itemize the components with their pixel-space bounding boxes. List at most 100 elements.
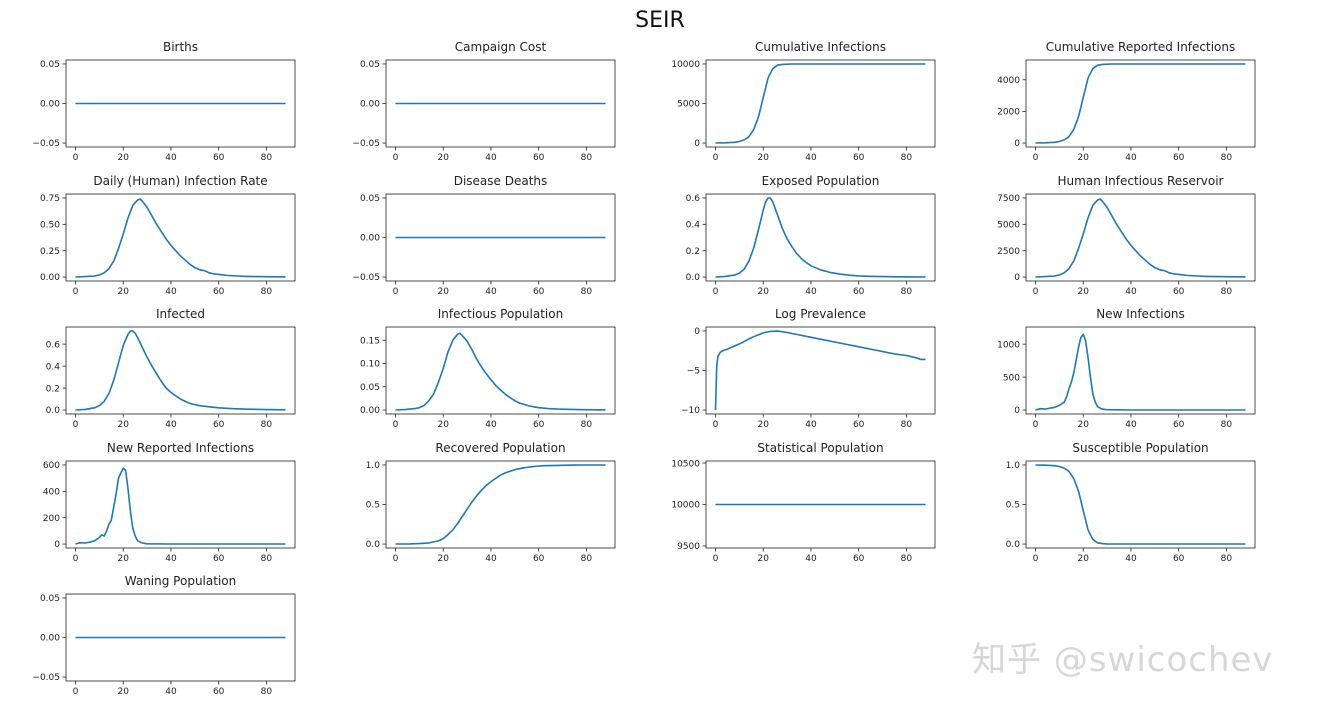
y-tick-label: 0 <box>1014 273 1020 283</box>
subplot-4: Cumulative Reported Infections 0 20 40 60 80 0… <box>997 40 1256 163</box>
x-tick-label: 60 <box>1173 420 1185 430</box>
x-tick-label: 20 <box>1078 153 1090 163</box>
subplot-title: New Reported Infections <box>107 441 254 455</box>
subplot-11: Log Prevalence 0 20 40 60 80 −10 −5 0 <box>681 307 936 430</box>
subplot-6: Disease Deaths 0 20 40 60 80 −0.05 0.00 0.05 <box>352 174 616 297</box>
y-tick-label: −5 <box>687 367 700 377</box>
y-tick-label: 0.00 <box>360 100 380 110</box>
x-tick-label: 0 <box>1033 287 1039 297</box>
axes-frame <box>1025 193 1256 282</box>
subplot-title: Infectious Population <box>438 307 563 321</box>
x-tick-label: 20 <box>118 153 130 163</box>
y-tick-label: 0.05 <box>40 60 60 70</box>
x-tick-label: 60 <box>533 420 545 430</box>
y-tick-label: 0.05 <box>40 594 60 604</box>
y-tick-label: −0.05 <box>32 139 60 149</box>
y-tick-label: 0.00 <box>360 406 380 416</box>
y-tick-label: 0.05 <box>360 60 380 70</box>
x-tick-label: 0 <box>393 420 399 430</box>
series-line <box>395 464 606 545</box>
y-tick-label: 1.0 <box>366 461 381 471</box>
subplot-title: Statistical Population <box>757 441 883 455</box>
subplot-16: Susceptible Population 0 20 40 60 80 0.0 0.5 1.0 <box>1006 441 1256 564</box>
x-tick-label: 0 <box>713 554 719 564</box>
y-tick-label: 0.0 <box>366 540 381 550</box>
y-tick-label: 200 <box>43 514 60 524</box>
x-tick-label: 60 <box>533 153 545 163</box>
x-tick-label: 20 <box>438 420 450 430</box>
axes-frame <box>705 193 936 282</box>
y-tick-label: 0 <box>694 139 700 149</box>
y-tick-label: 0.50 <box>40 221 60 231</box>
x-tick-label: 80 <box>261 153 273 163</box>
x-tick-label: 40 <box>165 153 177 163</box>
x-tick-label: 20 <box>438 287 450 297</box>
x-tick-label: 0 <box>73 153 79 163</box>
subplot-17: Waning Population 0 20 40 60 80 −0.05 0.00 0.05 <box>32 574 296 697</box>
y-tick-label: 1.0 <box>1006 461 1021 471</box>
axes-frame <box>65 193 296 282</box>
subplot-8: Human Infectious Reservoir 0 20 40 60 80 0 2500… <box>997 174 1256 297</box>
y-tick-label: 0 <box>1014 406 1020 416</box>
x-tick-label: 20 <box>118 554 130 564</box>
x-tick-label: 20 <box>118 687 130 697</box>
x-tick-label: 40 <box>805 420 817 430</box>
y-tick-label: 0 <box>54 540 60 550</box>
x-tick-label: 40 <box>1125 287 1137 297</box>
y-tick-label: 5000 <box>677 100 700 110</box>
x-tick-label: 0 <box>1033 554 1039 564</box>
subplot-10: Infectious Population 0 20 40 60 80 0.00 0.05 0.… <box>360 307 616 430</box>
subplot-title: Log Prevalence <box>775 307 866 321</box>
series-line <box>1035 63 1246 144</box>
x-tick-label: 40 <box>1125 153 1137 163</box>
subplot-14: Recovered Population 0 20 40 60 80 0.0 0.5 1.0 <box>366 441 616 564</box>
subplot-title: New Infections <box>1096 307 1185 321</box>
y-tick-label: 0.4 <box>46 362 61 372</box>
y-tick-label: 0.25 <box>40 247 60 257</box>
y-tick-label: 0.6 <box>46 340 61 350</box>
x-tick-label: 40 <box>1125 420 1137 430</box>
y-tick-label: 0.00 <box>360 234 380 244</box>
x-tick-label: 40 <box>485 153 497 163</box>
axes-frame <box>1025 460 1256 549</box>
x-tick-label: 60 <box>213 554 225 564</box>
series-line <box>715 63 926 144</box>
subplot-5: Daily (Human) Infection Rate 0 20 40 60 80 0.0… <box>40 174 296 297</box>
x-tick-label: 40 <box>485 554 497 564</box>
x-tick-label: 40 <box>805 287 817 297</box>
x-tick-label: 0 <box>713 420 719 430</box>
series-line <box>1035 198 1246 278</box>
x-tick-label: 20 <box>758 153 770 163</box>
x-tick-label: 60 <box>1173 153 1185 163</box>
axes-frame <box>705 326 936 415</box>
x-tick-label: 20 <box>758 287 770 297</box>
y-tick-label: 0.10 <box>360 360 380 370</box>
x-tick-label: 20 <box>118 287 130 297</box>
y-tick-label: 400 <box>43 488 60 498</box>
y-tick-label: 10000 <box>671 60 700 70</box>
series-line <box>1035 333 1246 411</box>
y-tick-label: 1000 <box>997 340 1020 350</box>
x-tick-label: 80 <box>901 554 913 564</box>
x-tick-label: 80 <box>581 153 593 163</box>
x-tick-label: 60 <box>213 287 225 297</box>
subplot-13: New Reported Infections 0 20 40 60 80 0 200 400 6… <box>43 441 296 564</box>
subplot-title: Exposed Population <box>762 174 880 188</box>
y-tick-label: 500 <box>1003 373 1020 383</box>
y-tick-label: 10500 <box>671 459 700 469</box>
series-line <box>395 332 606 411</box>
x-tick-label: 20 <box>758 420 770 430</box>
x-tick-label: 80 <box>1221 287 1233 297</box>
x-tick-label: 60 <box>213 420 225 430</box>
x-tick-label: 0 <box>393 287 399 297</box>
x-tick-label: 20 <box>1078 554 1090 564</box>
x-tick-label: 0 <box>73 420 79 430</box>
x-tick-label: 80 <box>261 687 273 697</box>
x-tick-label: 40 <box>165 554 177 564</box>
x-tick-label: 40 <box>805 554 817 564</box>
x-tick-label: 60 <box>853 287 865 297</box>
x-tick-label: 60 <box>1173 554 1185 564</box>
y-tick-label: 5000 <box>997 221 1020 231</box>
x-tick-label: 0 <box>73 287 79 297</box>
